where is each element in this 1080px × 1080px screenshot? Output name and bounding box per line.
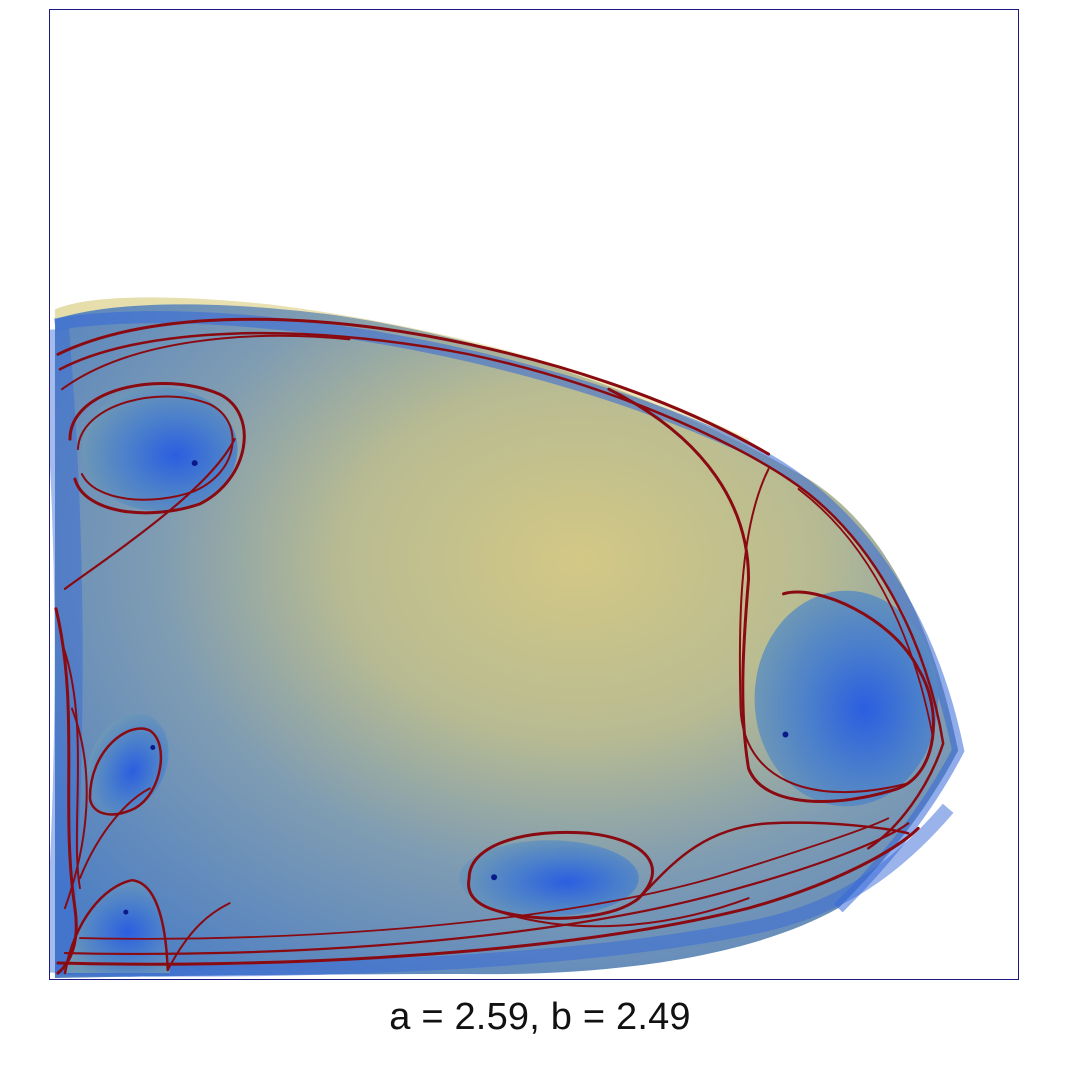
focus-point	[123, 909, 129, 915]
focus-point	[491, 874, 498, 881]
lobe-bottom-left	[64, 881, 170, 974]
attractor-body	[54, 304, 959, 979]
parameter-caption: a = 2.59, b = 2.49	[389, 996, 691, 1038]
lobe-top-left	[81, 387, 238, 511]
focus-points	[123, 460, 789, 915]
plot-frame	[49, 9, 1019, 980]
attractor-rim	[54, 311, 965, 913]
trajectory-curves	[54, 317, 945, 975]
focus-point	[191, 460, 198, 467]
lobe-right	[754, 590, 939, 807]
focus-point	[150, 744, 156, 750]
lobe-bottom-middle	[459, 840, 639, 917]
focus-point	[782, 731, 789, 738]
attractor-plot	[50, 297, 965, 979]
